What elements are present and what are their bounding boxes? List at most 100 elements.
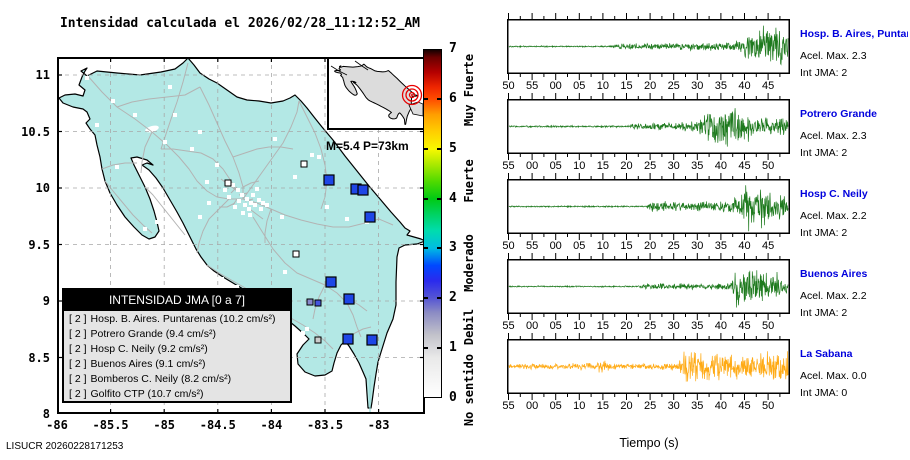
waveform-canvas (507, 173, 790, 240)
station-marker-intensity-2 (342, 333, 354, 345)
time-tick-label: 55 (502, 160, 515, 172)
legend-entries: [ 2 ] Hosp. B. Aires. Puntarenas (10.2 cm… (64, 311, 290, 401)
colorbar-number: 3 (449, 240, 457, 256)
panel-axis-ticks (508, 333, 781, 400)
station-marker (247, 207, 251, 211)
region-inset-map (327, 57, 425, 130)
station-marker (273, 137, 277, 141)
station-marker (265, 203, 269, 207)
legend-entry-station: Hosp C. Neily (9.2 cm/s²) (90, 342, 208, 355)
station-marker (143, 173, 147, 177)
watermark-timestamp: LISUCR 20260228171253 (6, 441, 124, 452)
colorbar-tick (437, 347, 441, 350)
colorbar-number: 4 (449, 190, 457, 206)
station-marker-intensity-2 (343, 293, 355, 305)
station-marker (243, 203, 247, 207)
time-tick-label: 50 (761, 160, 775, 172)
colorbar-category-label: Fuerte (462, 159, 476, 203)
station-marker (233, 205, 237, 209)
station-marker (235, 285, 239, 289)
time-tick-label: 15 (596, 320, 610, 332)
time-tick-label: 50 (761, 400, 775, 412)
map-y-tick-label: 9.5 (28, 237, 50, 252)
station-marker (115, 165, 119, 169)
map-y-tick-label: 10 (35, 181, 50, 195)
station-int-jma: Int JMA: 2 (800, 67, 848, 79)
time-tick-label: 05 (549, 320, 562, 332)
map-x-tick-label: -83.5 (306, 418, 344, 432)
station-marker-open (224, 179, 232, 187)
station-marker (251, 193, 255, 197)
time-tick-label: 25 (643, 320, 657, 332)
inset-panama (408, 101, 423, 117)
colorbar-tick (437, 197, 441, 200)
time-tick-label: 50 (761, 320, 775, 332)
station-marker (253, 203, 257, 207)
station-name-label: Potrero Grande (800, 108, 878, 120)
time-tick-label: 40 (714, 400, 728, 412)
time-tick-label: 35 (714, 240, 728, 252)
legend-entry: [ 2 ] Golfito CTP (10.7 cm/s²) (64, 386, 290, 401)
station-marker (310, 153, 314, 157)
map-y-tick-label: 11 (35, 68, 50, 82)
station-marker (163, 140, 167, 144)
station-marker (305, 327, 309, 331)
station-marker (317, 155, 321, 159)
legend-entry-intensity: [ 2 ] (69, 387, 87, 400)
time-tick-label: 15 (596, 400, 610, 412)
station-marker-open (292, 250, 300, 258)
station-name-label: Buenos Aires (800, 268, 868, 280)
time-tick-label: 30 (667, 400, 680, 412)
colorbar-tick (424, 97, 428, 100)
time-tick-label: 35 (691, 320, 704, 332)
time-tick-label: 10 (596, 240, 610, 252)
time-tick-label: 10 (573, 160, 586, 172)
station-acel-max: Acel. Max. 2.2 (800, 210, 867, 222)
time-tick-label: 40 (714, 160, 728, 172)
panel-tick-labels: 55 00 05 10 15 20 25 30 35 40 45 50 (502, 320, 797, 333)
time-tick-label: 20 (620, 160, 633, 172)
time-tick-label: 40 (738, 240, 751, 252)
seismogram-panel (507, 13, 790, 80)
legend-entry-intensity: [ 2 ] (69, 327, 87, 340)
colorbar-tick (437, 247, 441, 250)
intensity-map (57, 57, 425, 414)
panel-tick-labels: 55 00 05 10 15 20 25 30 35 40 45 50 (502, 400, 797, 413)
legend-entry-intensity: [ 2 ] (69, 372, 87, 385)
legend-title: INTENSIDAD JMA [0 a 7] (64, 290, 290, 311)
time-tick-label: 30 (691, 80, 704, 92)
map-y-tick-label: 10.5 (21, 124, 50, 139)
station-marker (249, 201, 253, 205)
inset-map-canvas (330, 60, 423, 128)
colorbar-tick (424, 247, 428, 250)
colorbar-tick (424, 147, 428, 150)
station-marker-intensity-2 (357, 184, 369, 196)
colorbar-tick (424, 297, 428, 300)
station-marker (95, 123, 99, 127)
time-tick-label: 30 (667, 160, 680, 172)
station-marker (168, 85, 172, 89)
time-tick-label: 50 (502, 80, 515, 92)
time-tick-label: 40 (714, 320, 728, 332)
station-marker-intensity-2 (323, 174, 335, 186)
time-tick-label: 00 (525, 160, 539, 172)
time-tick-label: 00 (549, 240, 562, 252)
time-tick-label: 05 (573, 80, 586, 92)
station-marker (198, 215, 202, 219)
station-marker (143, 227, 147, 231)
station-marker (280, 215, 284, 219)
station-marker-low-intensity (306, 298, 314, 306)
time-tick-label: 45 (738, 160, 751, 172)
map-x-tick-label: -86 (46, 418, 68, 432)
legend-entry-station: Bomberos C. Neily (8.2 cm/s²) (90, 372, 232, 385)
colorbar-category-label: Moderado (462, 234, 476, 292)
panel-axis-ticks (508, 93, 781, 160)
station-marker (293, 175, 297, 179)
station-marker (237, 199, 241, 203)
colorbar-number: 0 (449, 390, 457, 405)
panel-border (507, 19, 790, 74)
costa-rica-map-canvas (57, 57, 425, 414)
station-marker-open (300, 160, 308, 168)
time-tick-label: 10 (573, 320, 586, 332)
seismogram-panel (507, 93, 790, 160)
